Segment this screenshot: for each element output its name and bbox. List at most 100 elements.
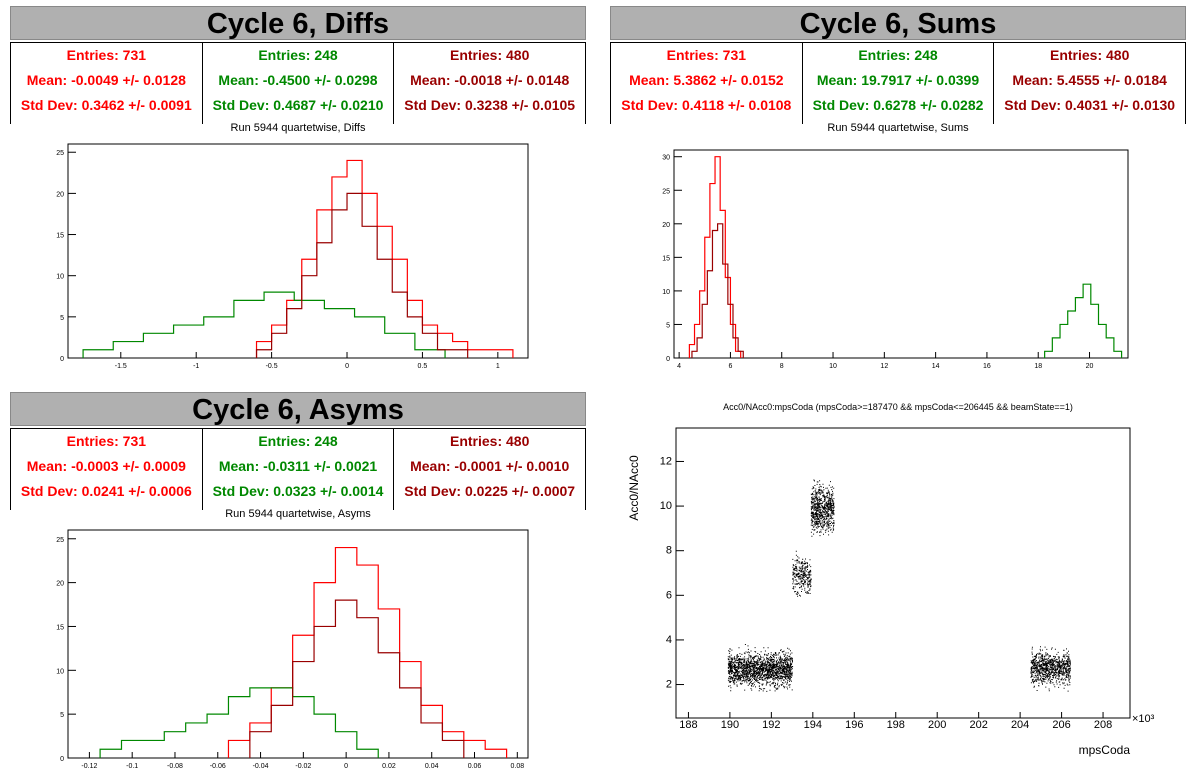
stat-mean: Mean: 5.3862 +/- 0.0152 <box>629 72 784 88</box>
x-tick-label: -0.5 <box>266 363 278 370</box>
stat-std: Std Dev: 0.0225 +/- 0.0007 <box>404 483 576 499</box>
stat-entries: Entries: 248 <box>858 47 938 63</box>
stat-std: Std Dev: 0.4118 +/- 0.0108 <box>621 97 792 113</box>
y-tick-label: 2 <box>666 679 672 691</box>
y-tick-label: 20 <box>56 581 64 588</box>
y-tick-label: 10 <box>662 289 670 296</box>
y-tick-label: 0 <box>666 356 670 363</box>
plot-frame <box>67 529 529 759</box>
stat-mean: Mean: -0.0311 +/- 0.0021 <box>218 458 378 474</box>
stat-entries: Entries: 248 <box>258 433 338 449</box>
scatter-cluster <box>1030 646 1071 692</box>
stat-entries: Entries: 731 <box>66 47 147 63</box>
asyms-stats: Entries: 731 Mean: -0.0003 +/- 0.0009 St… <box>10 428 587 510</box>
x-tick-label: -0.02 <box>295 763 311 768</box>
y-tick-label: 8 <box>666 545 672 557</box>
diffs-stats-darkred: Entries: 480 Mean: -0.0018 +/- 0.0148 St… <box>394 42 587 124</box>
sums-stats-darkred: Entries: 480 Mean: 5.4555 +/- 0.0184 Std… <box>994 42 1187 124</box>
sums-stats-red: Entries: 731 Mean: 5.3862 +/- 0.0152 Std… <box>611 42 803 124</box>
diffs-stats: Entries: 731 Mean: -0.0049 +/- 0.0128 St… <box>10 42 587 124</box>
stat-mean: Mean: 5.4555 +/- 0.0184 <box>1012 72 1167 88</box>
y-tick-label: 30 <box>662 155 670 162</box>
y-tick-label: 15 <box>56 233 64 240</box>
stat-mean: Mean: -0.0001 +/- 0.0010 <box>410 458 570 474</box>
stat-mean: Mean: -0.4500 +/- 0.0298 <box>218 72 378 88</box>
histogram-series <box>249 599 465 758</box>
y-tick-label: 25 <box>56 537 64 544</box>
asyms-histogram: -0.12 -0.1 -0.08 -0.06 -0.04 -0.02 0 0.02 0.04 0.… <box>56 529 529 768</box>
x-axis-label: mpsCoda <box>1079 743 1131 757</box>
stat-entries: Entries: 731 <box>66 433 147 449</box>
x-tick-label: -0.1 <box>126 763 138 768</box>
sums-histogram: 4 6 8 10 12 14 16 18 20 0 5 10 15 20 25 30 <box>662 149 1129 370</box>
stat-entries: Entries: 731 <box>666 47 747 63</box>
y-tick-label: 5 <box>60 712 64 719</box>
y-axis-label: Acc0/NAcc0 <box>627 455 641 521</box>
x-tick-label: 206 <box>1052 719 1070 731</box>
sums-title: Cycle 6, Sums <box>610 6 1186 40</box>
x-tick-label: 208 <box>1094 719 1112 731</box>
y-tick-label: 0 <box>60 756 64 763</box>
y-tick-label: 6 <box>666 589 672 601</box>
x-tick-label: 200 <box>928 719 946 731</box>
sums-panel: Cycle 6, Sums Entries: 731 Mean: 5.3862 … <box>610 6 1187 370</box>
plot-frame <box>675 427 1131 719</box>
x-tick-label: 4 <box>677 363 681 370</box>
x-exponent-label: ×10³ <box>1132 713 1155 725</box>
y-tick-label: 25 <box>56 150 64 157</box>
asyms-stats-green: Entries: 248 Mean: -0.0311 +/- 0.0021 St… <box>202 428 395 510</box>
y-tick-label: 0 <box>60 356 64 363</box>
stat-std: Std Dev: 0.0241 +/- 0.0006 <box>20 483 192 499</box>
sums-stats-green: Entries: 248 Mean: 19.7917 +/- 0.0399 St… <box>802 42 995 124</box>
asyms-panel: Cycle 6, Asyms Entries: 731 Mean: -0.000… <box>10 392 587 770</box>
x-tick-label: 188 <box>679 719 697 731</box>
diffs-stats-green: Entries: 248 Mean: -0.4500 +/- 0.0298 St… <box>202 42 395 124</box>
y-tick-label: 20 <box>662 222 670 229</box>
x-tick-label: 0.04 <box>425 763 439 768</box>
y-tick-label: 10 <box>56 668 64 675</box>
scatter-cluster <box>727 644 794 692</box>
x-tick-label: 16 <box>983 363 991 370</box>
x-tick-label: 20 <box>1086 363 1094 370</box>
y-tick-label: 15 <box>662 255 670 262</box>
x-tick-label: 194 <box>804 719 822 731</box>
histogram-series <box>255 192 469 358</box>
histogram-series <box>1044 283 1123 358</box>
x-tick-label: -0.12 <box>81 763 97 768</box>
stat-mean: Mean: 19.7917 +/- 0.0399 <box>816 72 980 88</box>
y-tick-label: 15 <box>56 624 64 631</box>
stat-entries: Entries: 248 <box>258 47 338 63</box>
y-tick-label: 25 <box>662 188 670 195</box>
x-tick-label: 0.5 <box>418 363 428 370</box>
histogram-series <box>82 291 446 358</box>
stat-mean: Mean: -0.0018 +/- 0.0148 <box>410 72 570 88</box>
stat-mean: Mean: -0.0049 +/- 0.0128 <box>26 72 186 88</box>
x-tick-label: 196 <box>845 719 863 731</box>
x-tick-label: 0.06 <box>468 763 482 768</box>
x-tick-label: 0 <box>344 763 348 768</box>
stat-std: Std Dev: 0.4687 +/- 0.0210 <box>212 97 384 113</box>
x-tick-label: 190 <box>721 719 739 731</box>
x-tick-label: 198 <box>887 719 905 731</box>
asyms-stats-red: Entries: 731 Mean: -0.0003 +/- 0.0009 St… <box>11 428 203 510</box>
y-tick-label: 5 <box>666 322 670 329</box>
y-tick-label: 5 <box>60 315 64 322</box>
x-tick-label: 18 <box>1034 363 1042 370</box>
x-tick-label: -0.04 <box>253 763 269 768</box>
x-tick-label: 6 <box>728 363 732 370</box>
y-tick-label: 12 <box>660 455 672 467</box>
asyms-stats-darkred: Entries: 480 Mean: -0.0001 +/- 0.0010 St… <box>394 428 587 510</box>
x-tick-label: 192 <box>762 719 780 731</box>
x-tick-label: -1 <box>193 363 199 370</box>
x-tick-label: 14 <box>932 363 940 370</box>
histogram-series <box>227 546 508 758</box>
x-tick-label: 0.08 <box>510 763 524 768</box>
scatter-plot: 188 190 192 194 196 198 200 202 204 206 208 2 4 6 8 10 1… <box>627 427 1155 757</box>
y-tick-label: 10 <box>56 274 64 281</box>
plot-frame <box>673 149 1129 359</box>
y-tick-label: 4 <box>666 634 672 646</box>
histogram-series <box>99 687 379 758</box>
diffs-stats-red: Entries: 731 Mean: -0.0049 +/- 0.0128 St… <box>11 42 203 124</box>
y-tick-label: 20 <box>56 191 64 198</box>
